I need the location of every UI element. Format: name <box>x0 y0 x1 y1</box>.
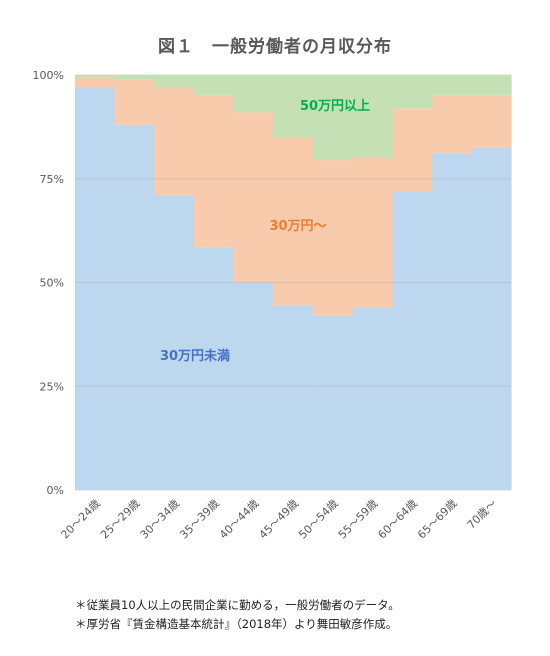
series-label: 50万円以上 <box>300 99 370 114</box>
area-segment <box>273 305 314 490</box>
x-tick-label: 30～34歳 <box>138 497 183 542</box>
area-segment <box>114 75 155 80</box>
area-segment <box>75 75 116 78</box>
area-segment <box>193 75 235 96</box>
area-segment <box>471 147 512 490</box>
footnote-2: ＊厚労省『賃金構造基本統計』（2018年）より舞田敏彦作成。 <box>75 617 398 631</box>
x-tick-label: 70歳～ <box>465 497 500 532</box>
chart-title: 図１ 一般労働者の月収分布 <box>158 37 392 57</box>
area-segment <box>114 124 155 491</box>
area-segment <box>312 160 354 316</box>
area-segment <box>312 315 354 490</box>
area-segment <box>114 79 155 125</box>
x-tick-label: 40～44歳 <box>217 497 262 542</box>
area-segment <box>273 75 314 138</box>
footnote-1: ＊従業員10人以上の民間企業に勤める，一般労働者のデータ。 <box>75 598 400 612</box>
area-segment <box>392 108 433 192</box>
series-under30 <box>75 87 512 491</box>
y-tick-label: 100% <box>33 69 64 82</box>
x-tick-label: 55～59歳 <box>336 497 381 542</box>
area-segment <box>193 247 235 490</box>
area-segment <box>154 195 195 490</box>
area-segment <box>431 75 472 96</box>
area-segment <box>352 307 393 490</box>
area-segment <box>193 95 235 248</box>
series-labels: 30万円未満 30万円～ 50万円以上 <box>160 99 370 364</box>
x-tick-label: 50～54歳 <box>296 497 341 542</box>
series-over50 <box>75 75 512 161</box>
area-segment <box>312 75 354 161</box>
x-tick-label: 25～29歳 <box>98 497 143 542</box>
area-segment <box>392 191 433 490</box>
x-tick-label: 65～69歳 <box>415 497 460 542</box>
x-tick-label: 60～64歳 <box>375 497 420 542</box>
x-axis-ticks: 20～24歳25～29歳30～34歳35～39歳40～44歳45～49歳50～5… <box>58 497 499 542</box>
chart-areas <box>75 75 512 491</box>
area-segment <box>392 75 433 109</box>
x-tick-label: 20～24歳 <box>58 497 103 542</box>
area-segment <box>273 137 314 306</box>
y-tick-label: 0% <box>47 484 64 497</box>
series-label: 30万円未満 <box>160 348 230 364</box>
area-segment <box>233 112 274 283</box>
area-segment <box>352 75 393 158</box>
y-tick-label: 75% <box>40 173 64 186</box>
area-segment <box>233 75 274 113</box>
area-segment <box>75 77 116 88</box>
series-30to50 <box>75 77 512 316</box>
x-tick-label: 35～39歳 <box>177 497 222 542</box>
area-segment <box>471 95 512 148</box>
area-segment <box>431 95 472 154</box>
series-label: 30万円～ <box>269 219 326 234</box>
area-segment <box>352 158 393 308</box>
y-tick-label: 25% <box>40 380 64 393</box>
area-segment <box>154 87 195 196</box>
area-segment <box>431 153 472 490</box>
y-axis-ticks: 0% 25% 50% 75% 100% <box>33 69 64 497</box>
area-segment <box>471 75 512 96</box>
area-segment <box>154 75 195 88</box>
area-segment <box>75 87 116 490</box>
y-tick-label: 50% <box>40 277 64 290</box>
x-tick-label: 45～49歳 <box>257 497 302 542</box>
area-segment <box>233 282 274 490</box>
